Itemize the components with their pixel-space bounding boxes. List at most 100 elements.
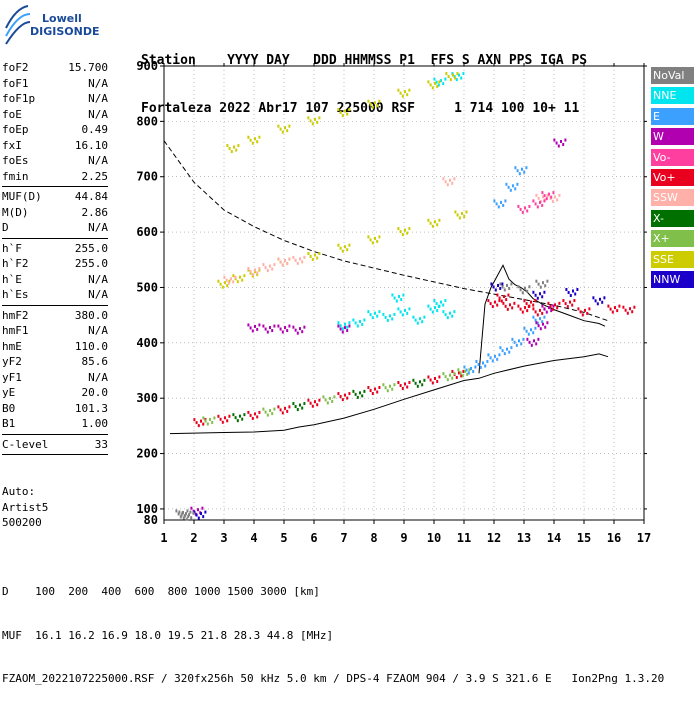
param-row: h`F 255.0 bbox=[2, 241, 108, 257]
echo-point-ssw bbox=[449, 178, 451, 182]
echo-point-sse bbox=[369, 238, 372, 242]
echo-point-noval bbox=[510, 282, 513, 286]
echo-point-x- bbox=[384, 386, 387, 390]
echo-point-ssw bbox=[277, 257, 280, 261]
echo-point-nne bbox=[393, 312, 396, 316]
echo-point-ssw bbox=[284, 259, 286, 263]
echo-point-vo- bbox=[532, 199, 535, 203]
echo-point-nne bbox=[436, 309, 439, 313]
param-key: foEs bbox=[2, 154, 29, 167]
echo-point-nne bbox=[449, 311, 451, 315]
param-value: 33 bbox=[94, 437, 108, 451]
echo-point-nnw bbox=[596, 302, 599, 306]
auto-line: 500200 bbox=[2, 516, 42, 529]
echo-point-vo- bbox=[284, 406, 286, 410]
echo-point-sse bbox=[445, 72, 448, 76]
x-tick-label: 2 bbox=[190, 531, 197, 545]
echo-point-nne bbox=[406, 311, 409, 315]
y-tick-label: 900 bbox=[136, 59, 158, 73]
echo-point-sse bbox=[463, 214, 466, 218]
echo-point-w bbox=[251, 329, 254, 333]
echo-point-sse bbox=[307, 252, 310, 256]
echo-point-vo- bbox=[378, 385, 381, 389]
echo-point-w bbox=[550, 309, 553, 313]
echo-point-sse bbox=[376, 239, 379, 243]
param-value: 44.84 bbox=[74, 190, 108, 203]
echo-point-x- bbox=[352, 389, 355, 393]
echo-point-vo- bbox=[307, 398, 310, 402]
echo-point-vo- bbox=[339, 395, 342, 399]
echo-point-ssw bbox=[279, 260, 282, 264]
echo-point-sse bbox=[339, 246, 342, 250]
echo-point-w bbox=[294, 328, 297, 332]
echo-point-e bbox=[498, 353, 501, 357]
echo-point-vo- bbox=[455, 375, 458, 379]
echo-point-vo- bbox=[569, 300, 571, 304]
echo-point-ssw bbox=[249, 269, 252, 273]
echo-point-sse bbox=[401, 94, 404, 98]
x-tick-label: 8 bbox=[370, 531, 377, 545]
echo-point-sse bbox=[429, 83, 432, 87]
echo-point-vo- bbox=[193, 418, 196, 422]
param-key: h`F bbox=[2, 241, 22, 255]
echo-point-x- bbox=[331, 399, 334, 403]
echo-point-e bbox=[491, 359, 494, 363]
param-row: yF2 85.6 bbox=[2, 354, 108, 370]
echo-point-x- bbox=[202, 416, 205, 420]
echo-point-nne bbox=[399, 310, 402, 314]
echo-point-sse bbox=[378, 235, 381, 239]
echo-point-w bbox=[341, 330, 344, 334]
echo-point-nnw bbox=[197, 516, 200, 520]
echo-point-e bbox=[470, 367, 472, 371]
param-key: D bbox=[2, 221, 9, 234]
echo-point-vo- bbox=[224, 416, 226, 420]
echo-point-vo- bbox=[519, 207, 522, 211]
echo-point-nne bbox=[435, 302, 438, 306]
echo-point-vo- bbox=[534, 310, 537, 314]
echo-point-sse bbox=[461, 211, 463, 215]
echo-point-sse bbox=[318, 116, 321, 120]
echo-point-e bbox=[507, 185, 510, 189]
echo-point-noval bbox=[178, 510, 181, 514]
echo-point-vo- bbox=[607, 304, 610, 308]
x-tick-label: 7 bbox=[340, 531, 347, 545]
echo-point-sse bbox=[286, 129, 289, 133]
echo-point-vo- bbox=[226, 419, 229, 423]
echo-point-vo- bbox=[579, 310, 582, 314]
echo-point-e bbox=[508, 350, 511, 354]
echo-point-nnw bbox=[532, 290, 535, 294]
echo-point-vo- bbox=[498, 299, 501, 303]
echo-point-sse bbox=[309, 255, 312, 259]
echo-point-ssw bbox=[446, 183, 449, 187]
echo-point-x- bbox=[386, 389, 389, 393]
echo-point-sse bbox=[348, 243, 351, 247]
y-tick-label: 80 bbox=[144, 513, 158, 527]
param-row: M(D) 2.86 bbox=[2, 205, 108, 221]
echo-point-nne bbox=[389, 314, 391, 318]
echo-point-nne bbox=[367, 310, 370, 314]
echo-point-vo- bbox=[397, 381, 400, 385]
echo-point-nne bbox=[341, 327, 344, 331]
echo-point-e bbox=[503, 352, 506, 356]
echo-point-noval bbox=[185, 512, 187, 516]
x-tick-label: 17 bbox=[637, 531, 651, 545]
echo-point-x- bbox=[468, 368, 471, 372]
param-key: hmE bbox=[2, 339, 22, 353]
echo-point-vo- bbox=[202, 422, 205, 426]
x-tick-label: 16 bbox=[607, 531, 621, 545]
echo-point-x- bbox=[204, 419, 207, 423]
echo-point-sse bbox=[438, 80, 441, 84]
echo-point-vo- bbox=[254, 412, 256, 416]
echo-point-nnw bbox=[603, 296, 606, 300]
echo-point-nne bbox=[391, 317, 394, 321]
echo-point-nnw bbox=[490, 282, 493, 286]
legend-item-vo-: Vo- bbox=[651, 148, 694, 166]
echo-point-x- bbox=[243, 413, 246, 417]
echo-point-w bbox=[553, 138, 556, 142]
echo-point-ssw bbox=[558, 193, 561, 197]
echo-point-vo- bbox=[550, 195, 553, 199]
echo-point-nne bbox=[401, 313, 404, 317]
echo-point-sse bbox=[367, 99, 370, 103]
echo-point-e bbox=[499, 346, 502, 350]
echo-point-nnw bbox=[599, 297, 601, 301]
